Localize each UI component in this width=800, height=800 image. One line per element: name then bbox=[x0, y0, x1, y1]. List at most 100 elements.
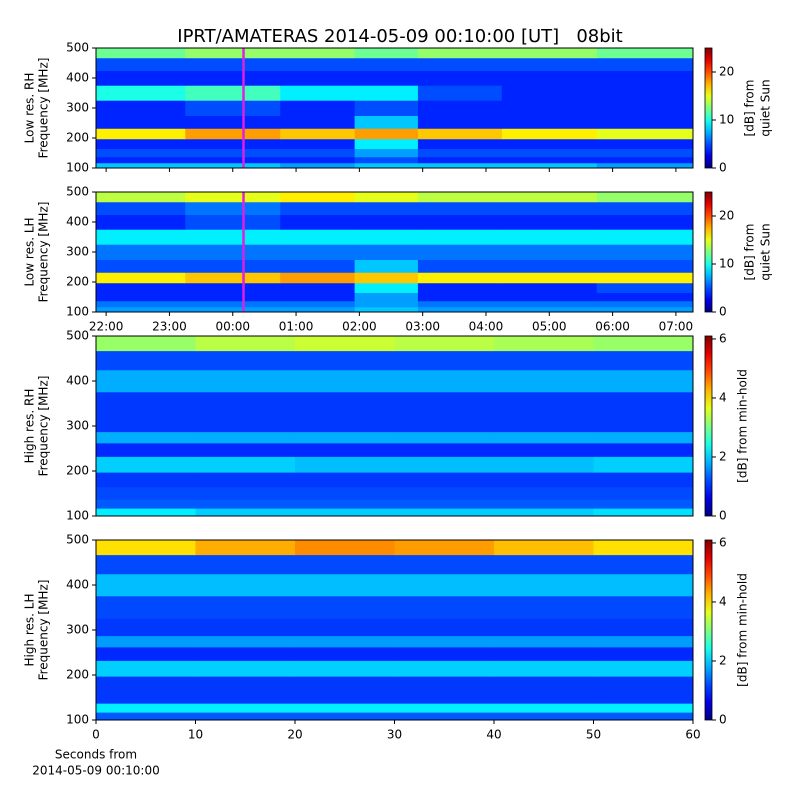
heatmap-cell bbox=[96, 472, 196, 488]
heatmap-cell bbox=[195, 431, 296, 444]
y-tick-label: 200 bbox=[66, 131, 89, 145]
heatmap-cell bbox=[417, 282, 503, 293]
heatmap-cell bbox=[185, 292, 281, 302]
x-tick-label: 10 bbox=[188, 728, 203, 742]
heatmap-cell bbox=[417, 300, 503, 308]
heatmap-cell bbox=[394, 336, 495, 352]
heatmap-cell bbox=[280, 148, 356, 158]
y-tick-label: 100 bbox=[66, 161, 89, 175]
heatmap-cell bbox=[394, 573, 495, 597]
heatmap-cell bbox=[394, 350, 495, 371]
colorbar-tick-label: 4 bbox=[719, 594, 727, 608]
y-tick-label: 100 bbox=[66, 509, 89, 523]
heatmap-cell bbox=[394, 712, 495, 721]
y-tick-label: 500 bbox=[66, 329, 89, 343]
heatmap-cell bbox=[593, 431, 694, 444]
heatmap-cell bbox=[394, 554, 495, 575]
heatmap-cell bbox=[295, 573, 395, 597]
colorbar-label: quiet Sun bbox=[759, 223, 773, 280]
heatmap-cell bbox=[96, 676, 196, 692]
heatmap-cell bbox=[593, 350, 694, 371]
heatmap-cell bbox=[96, 115, 186, 129]
colorbar-tick-label: 0 bbox=[719, 305, 727, 319]
heatmap-cell bbox=[394, 660, 495, 677]
y-axis-label: Frequency [MHz] bbox=[37, 376, 51, 477]
heatmap-cell bbox=[96, 57, 186, 71]
heatmap-cell bbox=[185, 244, 281, 260]
x-axis-label: Seconds from bbox=[55, 748, 137, 762]
y-tick-label: 300 bbox=[66, 101, 89, 115]
heatmap-cell bbox=[596, 282, 694, 293]
y-tick-label: 100 bbox=[66, 713, 89, 727]
heatmap-cell bbox=[280, 100, 356, 116]
heatmap-cell bbox=[280, 214, 356, 230]
heatmap-cell bbox=[195, 703, 296, 713]
heatmap-cell bbox=[501, 138, 598, 149]
heatmap-cell bbox=[185, 48, 281, 59]
heatmap-cell bbox=[596, 48, 694, 59]
heatmap-cell bbox=[596, 156, 694, 164]
heatmap-cell bbox=[417, 57, 503, 71]
heatmap-cell bbox=[494, 712, 594, 721]
heatmap-cell bbox=[195, 456, 296, 473]
heatmap-cell bbox=[501, 162, 598, 169]
heatmap-cell bbox=[593, 554, 694, 575]
colorbar-tick-label: 2 bbox=[719, 653, 727, 667]
heatmap-cell bbox=[417, 48, 503, 59]
heatmap-cell bbox=[394, 472, 495, 488]
x-tick-label: 22:00 bbox=[89, 320, 124, 334]
y-tick-label: 400 bbox=[66, 71, 89, 85]
heatmap-cell bbox=[596, 85, 694, 101]
heatmap-cell bbox=[280, 259, 356, 273]
heatmap-cell bbox=[295, 414, 395, 433]
heatmap-cell bbox=[96, 690, 196, 704]
heatmap-cell bbox=[494, 690, 594, 704]
heatmap-cell bbox=[354, 229, 419, 245]
heatmap-cell bbox=[596, 148, 694, 158]
heatmap-cell bbox=[195, 499, 296, 509]
heatmap-cell bbox=[195, 336, 296, 352]
heatmap-cell bbox=[596, 100, 694, 116]
heatmap-cell bbox=[185, 201, 281, 215]
heatmap-cell bbox=[494, 391, 594, 415]
heatmap-cell bbox=[280, 229, 356, 245]
heatmap-cell bbox=[593, 472, 694, 488]
heatmap-cell bbox=[596, 70, 694, 86]
heatmap-cell bbox=[185, 85, 281, 101]
heatmap-cell bbox=[195, 554, 296, 575]
colorbar-label: [dB] from min-hold bbox=[736, 573, 750, 687]
heatmap-cell bbox=[593, 336, 694, 352]
heatmap-cell bbox=[195, 573, 296, 597]
x-tick-label: 03:00 bbox=[405, 320, 440, 334]
heatmap-cell bbox=[494, 676, 594, 692]
heatmap-cell bbox=[494, 573, 594, 597]
heatmap-cell bbox=[501, 57, 598, 71]
heatmap-cell bbox=[593, 573, 694, 597]
heatmap-cell bbox=[354, 214, 419, 230]
y-tick-label: 300 bbox=[66, 419, 89, 433]
heatmap-cell bbox=[280, 156, 356, 164]
heatmap-cell bbox=[280, 282, 356, 293]
heatmap-cell bbox=[96, 336, 196, 352]
x-tick-label: 60 bbox=[685, 728, 700, 742]
heatmap-cell bbox=[593, 703, 694, 713]
colorbar bbox=[704, 539, 713, 721]
heatmap-cell bbox=[295, 646, 395, 661]
heatmap-cell bbox=[96, 192, 186, 203]
heatmap-cell bbox=[354, 292, 419, 302]
heatmap-cell bbox=[96, 85, 186, 101]
heatmap-cell bbox=[417, 306, 503, 313]
heatmap-cell bbox=[494, 369, 594, 393]
heatmap-cell bbox=[96, 391, 196, 415]
heatmap-cell bbox=[501, 128, 598, 140]
y-tick-label: 500 bbox=[66, 185, 89, 199]
heatmap-cell bbox=[185, 128, 281, 140]
colorbar-tick-label: 6 bbox=[719, 535, 727, 549]
heatmap-cell bbox=[96, 282, 186, 293]
x-axis-label: 2014-05-09 00:10:00 bbox=[32, 764, 159, 778]
heatmap-cell bbox=[501, 300, 598, 308]
heatmap-cell bbox=[394, 676, 495, 692]
heatmap-cell bbox=[593, 712, 694, 721]
heatmap-cell bbox=[417, 162, 503, 169]
heatmap-cell bbox=[501, 306, 598, 313]
